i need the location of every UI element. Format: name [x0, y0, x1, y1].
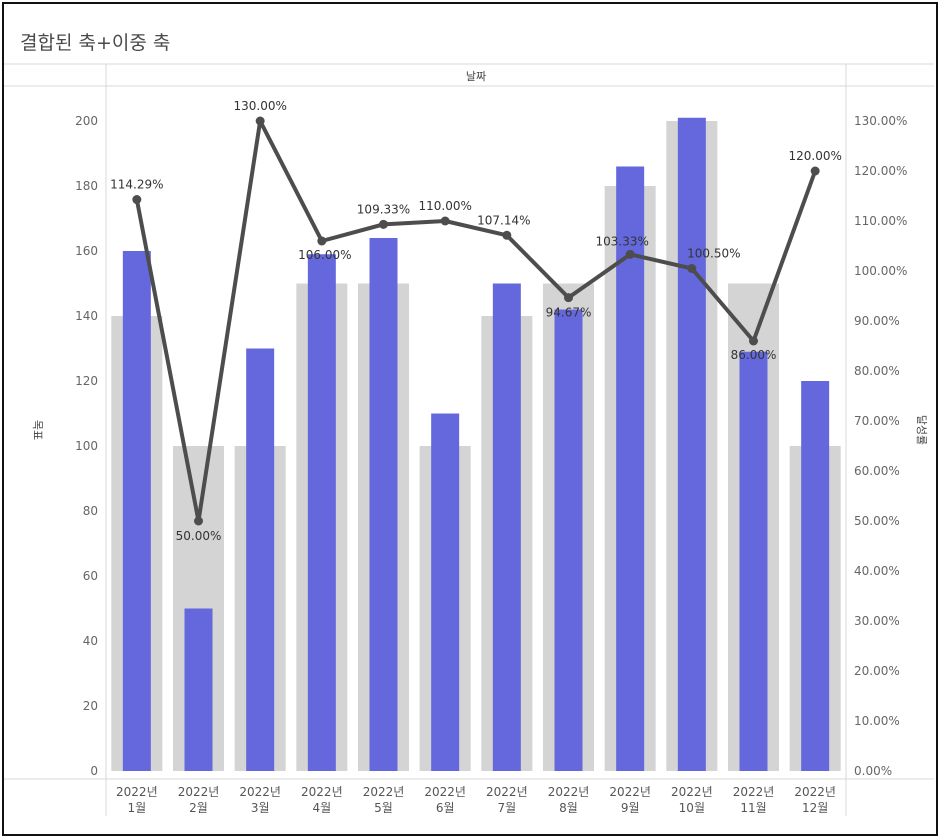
- rate-data-label: 109.33%: [357, 202, 410, 216]
- chart-title: 결합된 축+이중 축: [20, 32, 171, 54]
- actual-bar: [246, 348, 275, 771]
- actual-bar: [307, 254, 336, 771]
- left-tick-label: 60: [83, 569, 98, 583]
- x-tick-year: 2022년: [301, 785, 343, 799]
- right-tick-label: 90.00%: [854, 314, 900, 328]
- x-tick-year: 2022년: [239, 785, 281, 799]
- actual-bar: [122, 251, 151, 771]
- actual-bar: [739, 351, 768, 771]
- left-tick-label: 20: [83, 699, 98, 713]
- rate-data-label: 114.29%: [110, 178, 163, 192]
- left-tick-label: 0: [90, 764, 98, 778]
- x-tick-month: 4월: [312, 801, 331, 815]
- x-tick-month: 5월: [374, 801, 393, 815]
- x-tick-month: 8월: [559, 801, 578, 815]
- top-axis-label: 날짜: [466, 70, 486, 83]
- rate-data-label: 94.67%: [546, 306, 592, 320]
- x-tick-month: 1월: [127, 801, 146, 815]
- x-tick-month: 11월: [740, 801, 766, 815]
- rate-data-label: 120.00%: [788, 149, 841, 163]
- rate-data-label: 130.00%: [233, 99, 286, 113]
- actual-bar: [677, 117, 706, 771]
- left-axis-title: 목표: [31, 420, 44, 440]
- x-tick-month: 7월: [497, 801, 516, 815]
- rate-data-label: 110.00%: [418, 199, 471, 213]
- x-tick-year: 2022년: [794, 785, 836, 799]
- x-tick-year: 2022년: [671, 785, 713, 799]
- rate-point: [687, 264, 697, 273]
- right-tick-label: 70.00%: [854, 414, 900, 428]
- x-tick-year: 2022년: [363, 785, 405, 799]
- left-tick-label: 120: [75, 374, 98, 388]
- right-tick-label: 40.00%: [854, 564, 900, 578]
- rate-point: [379, 219, 388, 229]
- x-tick-month: 9월: [621, 801, 640, 815]
- x-tick-year: 2022년: [178, 785, 220, 799]
- rate-point: [132, 195, 142, 205]
- rate-data-label: 50.00%: [176, 529, 222, 543]
- rate-point: [317, 236, 327, 246]
- right-tick-label: 110.00%: [854, 214, 907, 228]
- right-tick-label: 120.00%: [854, 164, 907, 178]
- actual-bar: [184, 608, 213, 771]
- left-tick-label: 200: [75, 114, 98, 128]
- rate-data-label: 100.50%: [687, 247, 740, 261]
- rate-data-label: 103.33%: [595, 234, 648, 248]
- right-axis-title: 달성률: [915, 415, 928, 445]
- left-tick-label: 100: [75, 439, 98, 453]
- x-tick-year: 2022년: [486, 785, 528, 799]
- rate-point: [625, 249, 635, 259]
- x-tick-month: 2월: [189, 801, 208, 815]
- x-tick-month: 10월: [679, 801, 705, 815]
- left-tick-label: 160: [75, 244, 98, 258]
- right-tick-label: 130.00%: [854, 114, 907, 128]
- right-tick-label: 50.00%: [854, 514, 900, 528]
- x-tick-year: 2022년: [733, 785, 775, 799]
- rate-point: [194, 516, 203, 526]
- actual-bar: [431, 413, 460, 771]
- rate-data-label: 106.00%: [298, 248, 351, 262]
- rate-point: [440, 216, 450, 226]
- x-tick-month: 12월: [802, 801, 828, 815]
- rate-point: [749, 336, 758, 346]
- left-tick-label: 80: [83, 504, 98, 518]
- right-tick-label: 100.00%: [854, 264, 907, 278]
- left-tick-label: 180: [75, 179, 98, 193]
- right-tick-label: 60.00%: [854, 464, 900, 478]
- rate-point: [810, 166, 820, 176]
- rate-point: [502, 230, 512, 240]
- x-tick-month: 3월: [251, 801, 270, 815]
- x-tick-year: 2022년: [116, 785, 158, 799]
- x-tick-year: 2022년: [424, 785, 466, 799]
- right-tick-label: 30.00%: [854, 614, 900, 628]
- rate-data-label: 107.14%: [477, 213, 530, 227]
- rate-point: [255, 116, 265, 126]
- left-tick-label: 140: [75, 309, 98, 323]
- right-tick-label: 20.00%: [854, 664, 900, 678]
- x-tick-year: 2022년: [548, 785, 590, 799]
- left-tick-label: 40: [83, 634, 98, 648]
- actual-bar: [492, 283, 521, 771]
- right-tick-label: 80.00%: [854, 364, 900, 378]
- x-tick-year: 2022년: [609, 785, 651, 799]
- achievement-rate-line: [134, 119, 818, 523]
- right-tick-label: 10.00%: [854, 714, 900, 728]
- right-tick-label: 0.00%: [854, 764, 892, 778]
- actual-bar: [369, 238, 398, 771]
- actual-bar: [616, 166, 645, 771]
- x-tick-month: 6월: [436, 801, 455, 815]
- rate-point: [564, 293, 573, 303]
- actual-bar: [554, 309, 583, 771]
- rate-data-label: 86.00%: [731, 348, 777, 362]
- actual-bar: [801, 381, 830, 771]
